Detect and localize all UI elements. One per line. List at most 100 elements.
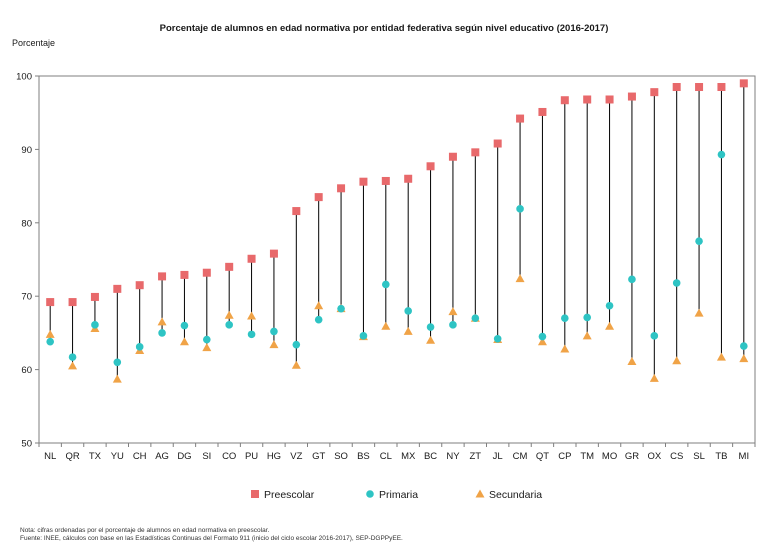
x-tick-label: GT (312, 451, 325, 462)
legend-marker-preescolar (251, 490, 259, 498)
point-primaria (68, 353, 77, 361)
y-tick-label: 70 (21, 292, 32, 303)
point-preescolar (359, 177, 368, 186)
point-preescolar (404, 174, 413, 183)
point-primaria (382, 280, 390, 289)
point-primaria (314, 315, 323, 324)
point-preescolar (560, 96, 569, 105)
point-primaria (426, 323, 435, 331)
x-tick-label: CH (133, 451, 147, 462)
point-primaria (91, 321, 99, 329)
point-primaria (180, 321, 189, 330)
point-secundaria (314, 301, 324, 310)
x-tick-label: MO (602, 451, 617, 462)
point-preescolar (583, 95, 592, 104)
point-primaria (740, 342, 748, 350)
x-tick-label: TX (89, 451, 102, 462)
plot-area: 50 60 70 80 90 100 NL QR TX YU CH AG DG SI CO PU HG VZ GT S… (16, 72, 756, 462)
point-secundaria (448, 307, 458, 316)
point-primaria (583, 313, 591, 322)
x-tick-label: QT (536, 451, 549, 462)
x-tick-label: DG (177, 451, 191, 462)
point-preescolar (68, 298, 77, 307)
point-preescolar (627, 92, 636, 101)
x-tick-label: BS (357, 451, 370, 462)
x-tick-label: CP (558, 451, 571, 462)
point-primaria (516, 205, 524, 213)
point-preescolar (135, 281, 144, 290)
y-tick-label: 90 (21, 145, 32, 156)
legend-marker-primaria (366, 490, 374, 498)
point-secundaria (739, 354, 749, 363)
point-secundaria (605, 321, 615, 330)
point-secundaria (716, 352, 726, 361)
legend: Preescolar Primaria Secundaria (251, 489, 542, 501)
point-secundaria (381, 321, 391, 330)
point-secundaria (403, 326, 413, 335)
x-tick-label: NY (446, 451, 460, 462)
point-primaria (717, 150, 726, 159)
x-tick-label: JL (493, 451, 503, 462)
point-primaria (695, 237, 703, 245)
point-preescolar (538, 107, 547, 116)
y-tick-label: 80 (21, 218, 32, 229)
point-primaria (404, 307, 412, 315)
point-primaria (672, 279, 681, 287)
point-primaria (650, 332, 659, 340)
point-preescolar (337, 184, 346, 193)
x-tick-label: SI (202, 451, 211, 462)
x-tick-label: YU (111, 451, 124, 462)
x-tick-label: CM (513, 451, 528, 462)
point-secundaria (694, 308, 704, 317)
legend-label-preescolar: Preescolar (264, 489, 315, 501)
x-tick-label: ZT (470, 451, 482, 462)
legend-marker-secundaria (475, 489, 485, 498)
point-primaria (46, 337, 54, 346)
point-secundaria (515, 274, 525, 283)
point-secundaria (202, 343, 212, 352)
note-text: Nota: cifras ordenadas por el porcentaje… (20, 527, 270, 534)
point-primaria (292, 340, 301, 349)
point-preescolar (426, 162, 435, 171)
point-primaria (605, 301, 614, 310)
point-preescolar (180, 270, 189, 279)
point-secundaria (247, 311, 257, 320)
x-tick-label: GR (625, 451, 639, 462)
legend-label-primaria: Primaria (379, 489, 418, 501)
x-tick-label: HG (267, 451, 281, 462)
point-secundaria (537, 337, 547, 346)
point-primaria (628, 275, 636, 284)
point-secundaria (224, 310, 234, 319)
y-axis-label: Porcentaje (12, 38, 55, 48)
point-preescolar (471, 148, 480, 157)
point-secundaria (291, 360, 301, 369)
point-preescolar (314, 193, 323, 202)
x-tick-label: SO (334, 451, 348, 462)
x-tick-label: SL (693, 451, 705, 462)
point-secundaria (45, 329, 55, 338)
point-primaria (225, 321, 233, 329)
point-preescolar (158, 272, 167, 281)
point-preescolar (516, 114, 525, 123)
point-primaria (113, 358, 122, 367)
point-secundaria (560, 344, 570, 353)
chart-title: Porcentaje de alumnos en edad normativa … (160, 23, 609, 34)
x-tick-label: OX (647, 451, 661, 462)
point-preescolar (695, 83, 704, 92)
point-primaria (247, 330, 256, 339)
point-preescolar (605, 95, 614, 104)
point-preescolar (381, 176, 390, 185)
point-preescolar (269, 249, 278, 258)
x-tick-label: NL (44, 451, 56, 462)
point-primaria (493, 334, 502, 343)
x-tick-label: AG (155, 451, 169, 462)
point-preescolar (113, 284, 122, 293)
x-tick-label: TM (580, 451, 594, 462)
point-secundaria (582, 331, 592, 340)
point-preescolar (650, 88, 659, 97)
source-text: Fuente: INEE, cálculos con base en las E… (20, 535, 403, 542)
y-tick-label: 100 (16, 72, 32, 83)
x-tick-label: MI (739, 451, 750, 462)
point-primaria (471, 314, 480, 323)
x-tick-label: VZ (290, 451, 302, 462)
